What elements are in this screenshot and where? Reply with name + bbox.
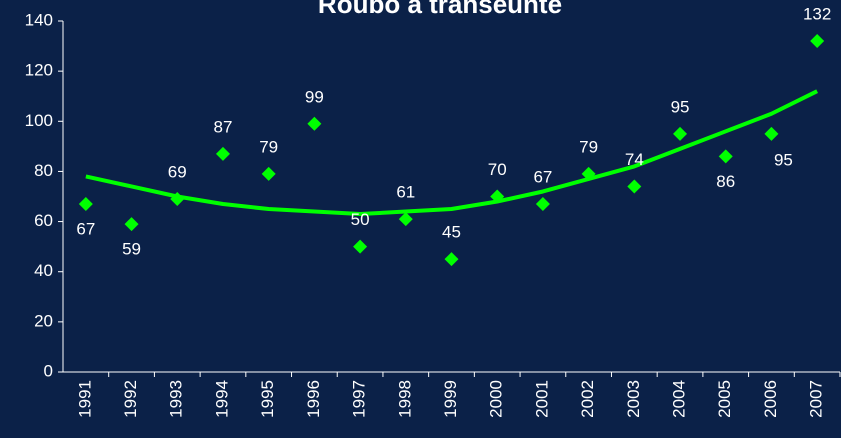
x-tick-label: 2002 <box>578 380 597 418</box>
data-point <box>78 197 93 212</box>
data-label: 45 <box>442 223 461 242</box>
data-point <box>535 197 550 212</box>
data-point <box>124 217 139 232</box>
data-point <box>764 126 779 141</box>
data-point <box>170 192 185 207</box>
data-point <box>307 116 322 131</box>
x-tick-label: 2003 <box>624 380 643 418</box>
x-tick-label: 2005 <box>715 380 734 418</box>
y-tick-label: 80 <box>34 161 53 180</box>
data-label: 50 <box>351 210 370 229</box>
y-tick-label: 140 <box>25 10 53 29</box>
y-tick-label: 60 <box>34 211 53 230</box>
x-tick-label: 1996 <box>304 380 323 418</box>
data-point <box>673 126 688 141</box>
data-label: 99 <box>305 87 324 106</box>
data-label: 67 <box>533 168 552 187</box>
data-label: 67 <box>76 220 95 239</box>
x-tick-label: 2000 <box>487 380 506 418</box>
data-label: 79 <box>579 137 598 156</box>
data-point <box>627 179 642 194</box>
data-label: 87 <box>214 117 233 136</box>
data-point <box>490 189 505 204</box>
x-tick-label: 1995 <box>258 380 277 418</box>
y-tick-label: 0 <box>44 361 53 380</box>
data-label: 61 <box>396 183 415 202</box>
y-tick-label: 20 <box>34 311 53 330</box>
data-label: 59 <box>122 240 141 259</box>
y-tick-label: 40 <box>34 261 53 280</box>
data-label: 69 <box>168 162 187 181</box>
data-point <box>398 212 413 227</box>
data-point <box>261 166 276 181</box>
x-tick-label: 2004 <box>670 380 689 418</box>
chart-title: Roubo a transeunte <box>318 0 562 19</box>
data-point <box>810 34 825 49</box>
data-point <box>215 146 230 161</box>
y-tick-label: 100 <box>25 111 53 130</box>
x-tick-label: 2006 <box>761 380 780 418</box>
data-point <box>444 252 459 267</box>
x-tick-label: 1992 <box>121 380 140 418</box>
x-tick-label: 1999 <box>441 380 460 418</box>
x-tick-label: 1994 <box>212 380 231 418</box>
x-tick-label: 2007 <box>807 380 826 418</box>
x-tick-label: 1993 <box>167 380 186 418</box>
data-label: 74 <box>625 150 644 169</box>
data-label: 132 <box>803 5 831 24</box>
y-tick-label: 120 <box>25 61 53 80</box>
x-tick-label: 1998 <box>395 380 414 418</box>
trend-line <box>85 89 819 217</box>
data-label: 95 <box>774 150 793 169</box>
data-label: 79 <box>259 137 278 156</box>
data-point <box>581 166 596 181</box>
x-tick-label: 2001 <box>532 380 551 418</box>
data-point <box>718 149 733 164</box>
data-label: 95 <box>671 97 690 116</box>
x-tick-label: 1991 <box>75 380 94 418</box>
data-label: 70 <box>488 160 507 179</box>
x-tick-label: 1997 <box>350 380 369 418</box>
data-label: 86 <box>716 172 735 191</box>
data-point <box>353 239 368 254</box>
